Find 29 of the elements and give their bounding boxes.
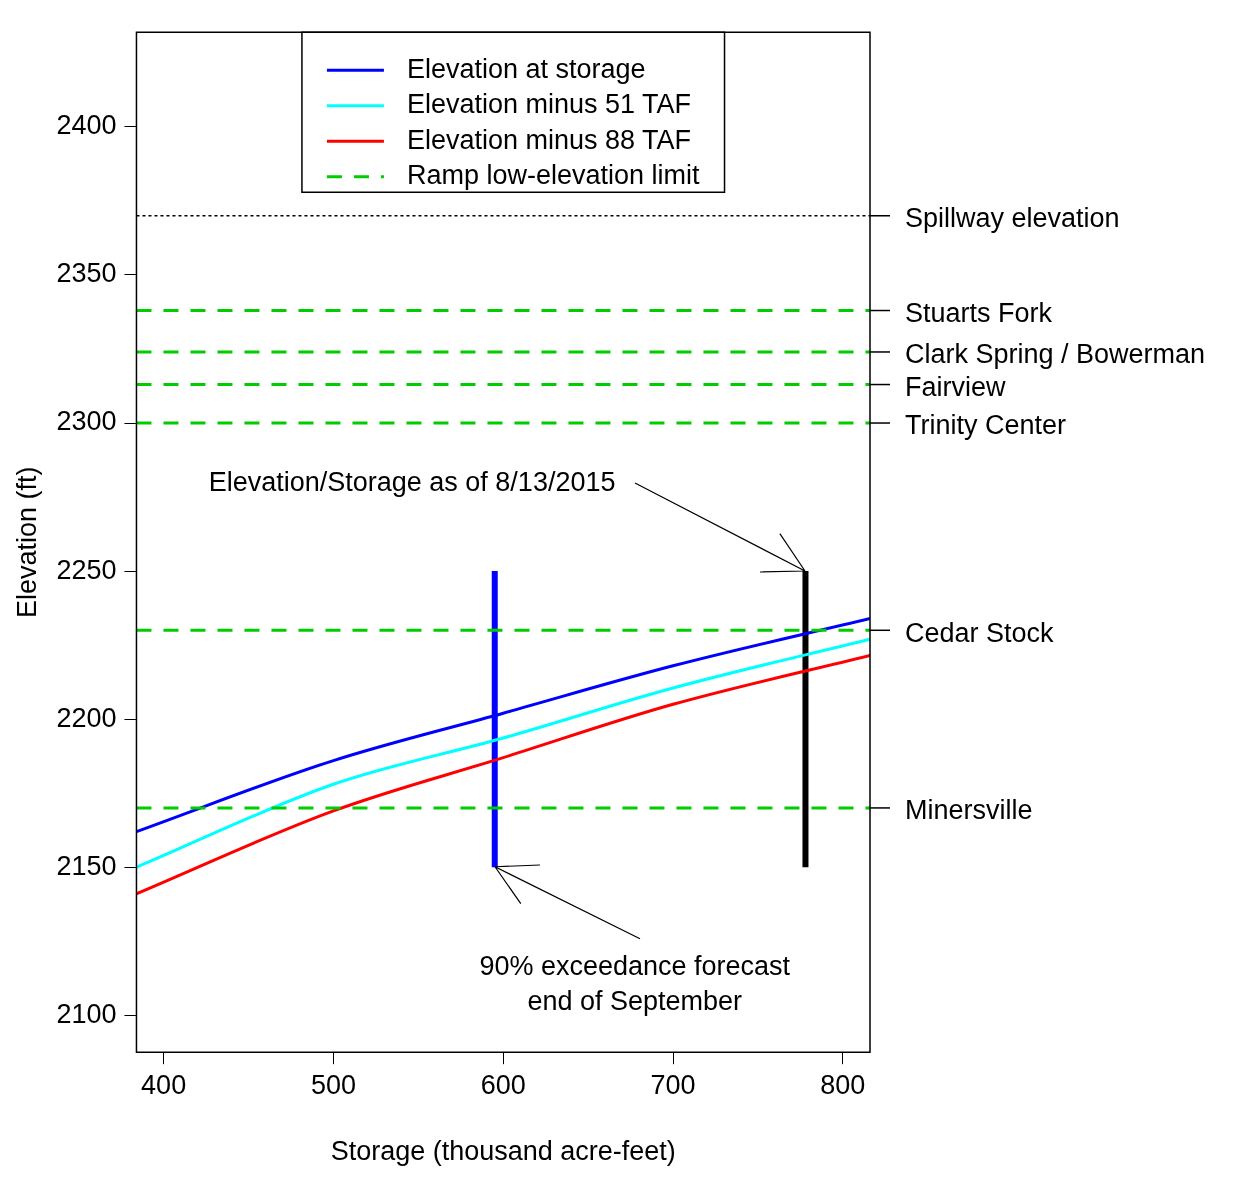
ref-line-label: Stuarts Fork [905,297,1053,328]
ref-line-label: Clark Spring / Bowerman [905,339,1206,370]
y-tick-label: 2350 [56,258,117,289]
x-axis-title: Storage (thousand acre-feet) [330,1136,676,1167]
ref-line-label: Trinity Center [905,410,1067,441]
ref-line-label: Minersville [905,795,1033,826]
legend-label: Elevation at storage [406,53,646,84]
x-tick-label: 800 [820,1069,866,1100]
x-tick-label: 600 [480,1069,526,1100]
annotation: Elevation/Storage as of 8/13/2015 [208,466,616,497]
y-tick-label: 2150 [56,850,117,881]
line-series [136,653,870,896]
x-tick-label: 700 [650,1069,696,1100]
y-axis-title: Elevation (ft) [11,466,42,618]
ref-line-label: Cedar Stock [905,617,1055,648]
legend-label: Ramp low-elevation limit [406,160,701,191]
y-tick-label: 2300 [56,406,117,437]
annotation: 90% exceedance forecast end of September [479,950,791,1016]
y-tick-label: 2100 [56,998,117,1029]
ref-line-label: Fairview [905,371,1007,402]
line-series [136,637,870,869]
x-tick-label: 400 [141,1069,187,1100]
ref-line-label: Spillway elevation [905,203,1120,234]
legend-label: Elevation minus 51 TAF [406,89,692,120]
y-tick-label: 2400 [56,110,117,141]
y-tick-label: 2250 [56,554,117,585]
legend-label: Elevation minus 88 TAF [406,124,692,155]
x-tick-label: 500 [310,1069,356,1100]
y-tick-label: 2200 [56,702,117,733]
